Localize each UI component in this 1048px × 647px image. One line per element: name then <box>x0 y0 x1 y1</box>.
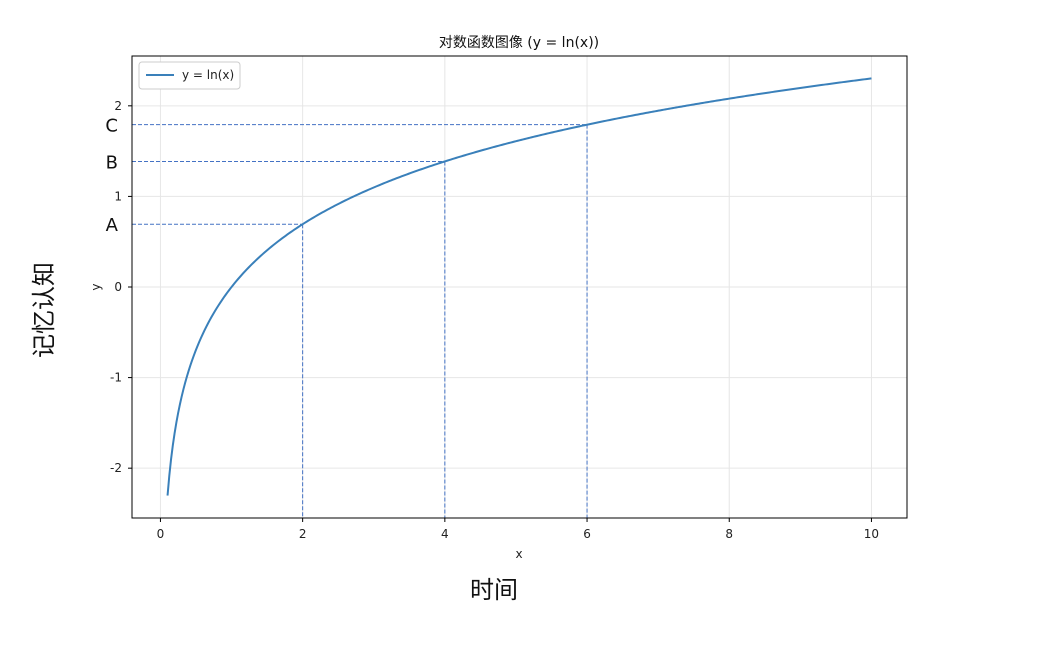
annotation-label: C <box>105 116 118 137</box>
grid-lines <box>132 56 907 518</box>
x-tick-label: 6 <box>583 527 591 541</box>
x-tick-label: 0 <box>157 527 165 541</box>
x-tick-label: 8 <box>725 527 733 541</box>
annotation-guides <box>132 124 588 518</box>
y-tick-label: -2 <box>110 461 122 475</box>
y-tick-label: -1 <box>110 371 122 385</box>
x-tick-label: 10 <box>864 527 879 541</box>
x-axis-ticks: 0 2 4 6 8 10 <box>157 518 879 541</box>
outer-x-label: 时间 <box>470 576 518 604</box>
y-axis-ticks: -2 -1 0 1 2 <box>110 99 132 475</box>
y-tick-label: 0 <box>114 280 122 294</box>
outer-y-label: 记忆认知 <box>30 262 58 358</box>
y-tick-label: 2 <box>114 99 122 113</box>
y-tick-label: 1 <box>114 189 122 203</box>
x-axis-label: x <box>515 547 522 561</box>
annotation-labels: A BC <box>105 116 118 237</box>
series-group <box>166 77 872 496</box>
annotation-label: A <box>106 215 119 236</box>
x-tick-label: 4 <box>441 527 449 541</box>
chart-title: 对数函数图像 (y = ln(x)) <box>439 35 599 51</box>
y-axis-label: y <box>89 283 103 290</box>
legend-box <box>138 61 241 90</box>
legend: y = ln(x) <box>138 61 241 90</box>
series-line-ln <box>166 77 872 496</box>
annotation-label: B <box>106 152 118 173</box>
legend-entry-label: y = ln(x) <box>182 68 234 82</box>
x-tick-label: 2 <box>299 527 307 541</box>
